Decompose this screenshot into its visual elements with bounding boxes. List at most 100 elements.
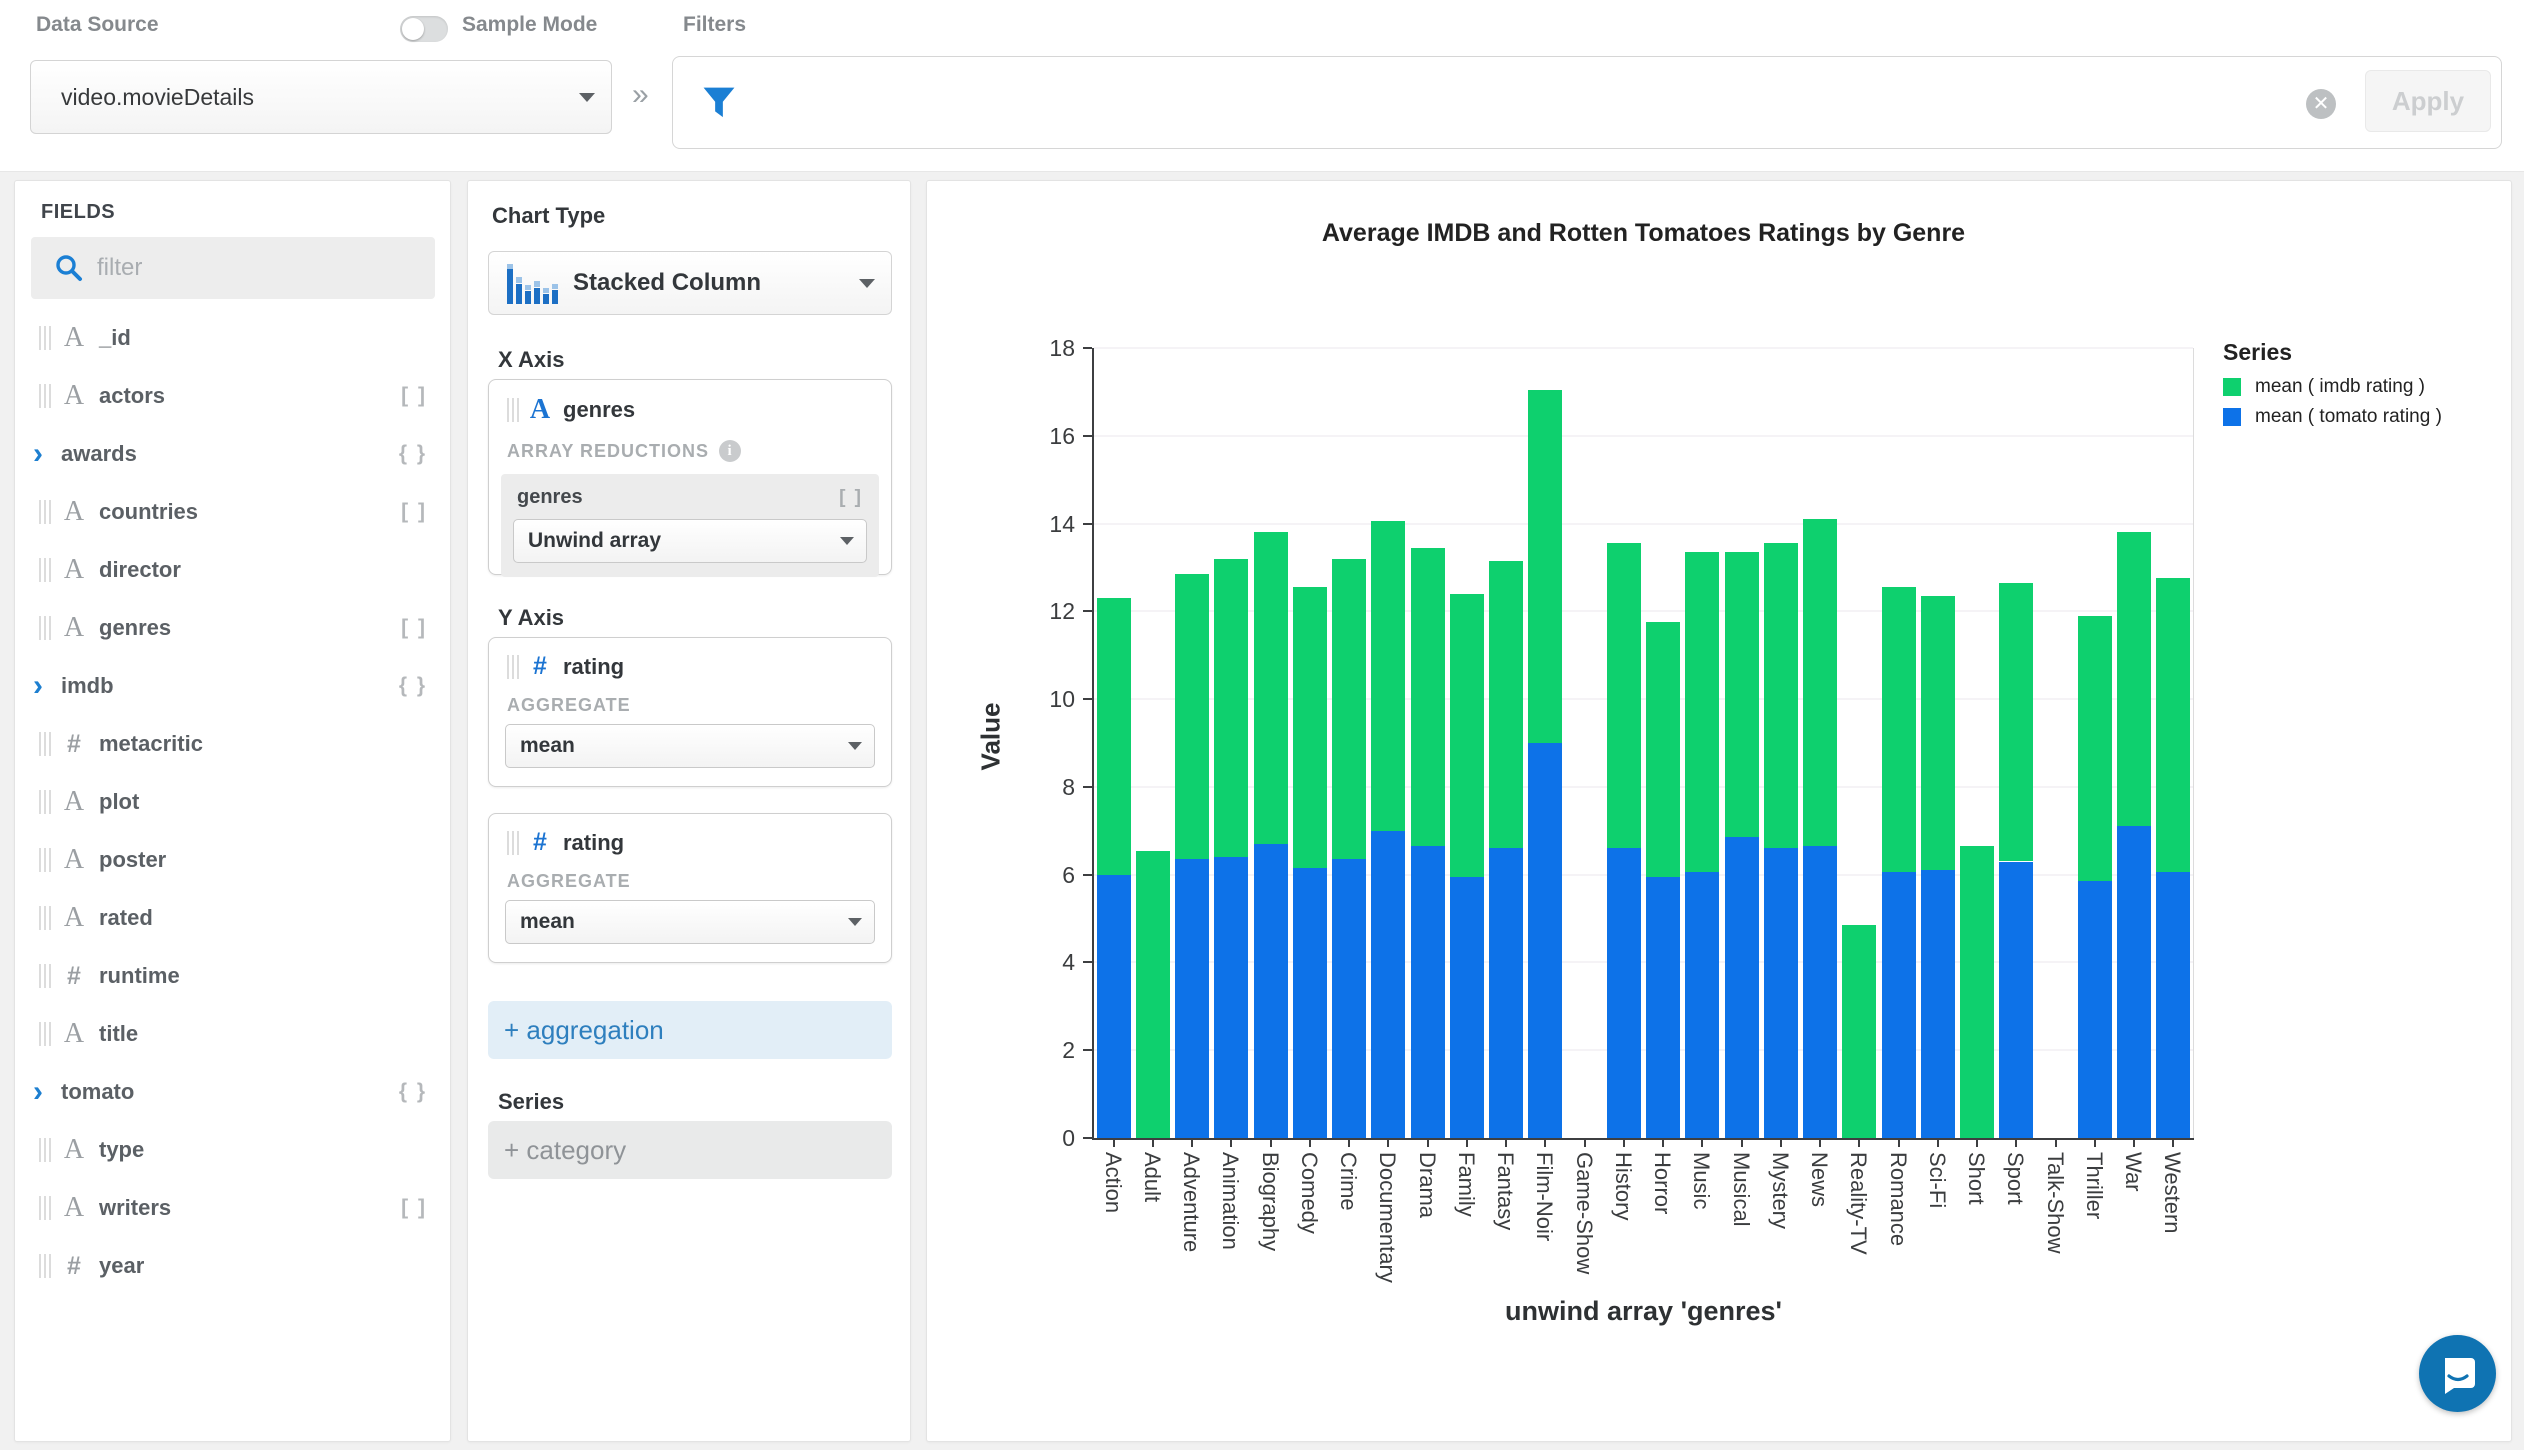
field-type-badge: { } (399, 442, 427, 466)
chart-panel: Average IMDB and Rotten Tomatoes Ratings… (926, 180, 2512, 1442)
drag-handle-icon[interactable] (507, 655, 519, 679)
drag-handle-icon (39, 558, 51, 582)
bar-segment-imdb (1882, 587, 1916, 872)
expand-chevron-icon[interactable]: › (33, 442, 57, 466)
x-axis-card[interactable]: A genres ARRAY REDUCTIONS i genres [ ] U… (488, 379, 892, 575)
chart-builder-app: Data Source Sample Mode video.movieDetai… (0, 0, 2524, 1450)
add-category-button[interactable]: + category (488, 1121, 892, 1179)
field-item-runtime[interactable]: #runtime (31, 947, 437, 1005)
number-type-icon: # (57, 962, 91, 991)
x-category-label: Adventure (1178, 1152, 1204, 1252)
series-label: Series (498, 1089, 564, 1115)
aggregate-value-2: mean (520, 910, 575, 934)
field-item-rated[interactable]: Arated (31, 889, 437, 947)
bar-segment-tomato (1725, 837, 1759, 1138)
field-item-metacritic[interactable]: #metacritic (31, 715, 437, 773)
x-axis-line (1092, 1138, 2194, 1140)
field-item-poster[interactable]: Aposter (31, 831, 437, 889)
x-category-label: War (2120, 1152, 2146, 1192)
field-item-title[interactable]: Atitle (31, 1005, 437, 1063)
drag-handle-icon (39, 906, 51, 930)
x-category-label: Game-Show (1571, 1152, 1597, 1274)
data-source-select[interactable]: video.movieDetails (30, 60, 612, 134)
info-icon[interactable]: i (719, 440, 741, 462)
aggregate-select-1[interactable]: mean (505, 724, 875, 768)
x-category-label: Musical (1728, 1152, 1754, 1227)
bar-segment-tomato (1685, 872, 1719, 1138)
y-axis-title: Value (975, 703, 1006, 771)
string-type-icon: A (57, 322, 91, 354)
y-tick (1083, 961, 1092, 963)
x-category-label: Reality-TV (1845, 1152, 1871, 1255)
string-type-icon: A (57, 1018, 91, 1050)
x-axis-field: genres (563, 397, 635, 423)
field-item-director[interactable]: Adirector (31, 541, 437, 599)
bar-segment-imdb (1489, 561, 1523, 848)
drag-handle-icon[interactable] (507, 398, 519, 422)
y-axis-card-2[interactable]: # rating AGGREGATE mean (488, 813, 892, 963)
chevron-down-icon (579, 93, 595, 102)
drag-handle-icon (39, 848, 51, 872)
y-tick-label: 8 (1025, 774, 1075, 801)
x-category-label: Comedy (1296, 1152, 1322, 1234)
bar-segment-tomato (1175, 859, 1209, 1138)
y-axis-card-1[interactable]: # rating AGGREGATE mean (488, 637, 892, 787)
bar-segment-imdb (2078, 616, 2112, 882)
y-tick (1083, 347, 1092, 349)
field-item-type[interactable]: Atype (31, 1121, 437, 1179)
drag-handle-icon (39, 616, 51, 640)
y-tick (1083, 435, 1092, 437)
bar-segment-tomato (1489, 848, 1523, 1138)
reduction-field: genres (517, 486, 583, 509)
field-search-input[interactable] (97, 254, 417, 282)
field-type-badge: [ ] (401, 500, 427, 524)
filter-input[interactable] (743, 65, 2303, 139)
clear-filter-icon[interactable]: ✕ (2306, 89, 2336, 119)
field-item-awards[interactable]: ›awards{ } (31, 425, 437, 483)
filters-label: Filters (683, 13, 746, 37)
number-type-icon: # (57, 1252, 91, 1281)
field-item-plot[interactable]: Aplot (31, 773, 437, 831)
drag-handle-icon[interactable] (507, 831, 519, 855)
y-axis-label: Y Axis (498, 605, 564, 631)
apply-button[interactable]: Apply (2365, 70, 2491, 132)
expand-chevron-icon[interactable]: › (33, 674, 57, 698)
field-item-genres[interactable]: Agenres[ ] (31, 599, 437, 657)
bar-segment-imdb (1646, 622, 1680, 877)
legend-title: Series (2223, 339, 2442, 366)
x-category-label: Short (1963, 1152, 1989, 1205)
expand-chevron-icon[interactable]: › (33, 1080, 57, 1104)
y-axis-line (1092, 348, 1094, 1140)
bar-segment-tomato (1097, 875, 1131, 1138)
encoding-panel: Chart Type Stacked Column X Axis A genre… (467, 180, 911, 1442)
y-tick (1083, 874, 1092, 876)
bar-segment-imdb (1607, 543, 1641, 848)
x-category-label: Film-Noir (1531, 1152, 1557, 1241)
add-aggregation-button[interactable]: + aggregation (488, 1001, 892, 1059)
y-axis-field-2: rating (563, 830, 624, 856)
chat-launcher-button[interactable] (2419, 1335, 2496, 1412)
y-tick-label: 6 (1025, 862, 1075, 889)
number-type-icon: # (523, 828, 557, 857)
field-item-_id[interactable]: A_id (31, 309, 437, 367)
bar-segment-tomato (1999, 862, 2033, 1139)
filter-bar: ✕ Apply (672, 56, 2502, 149)
chart-type-select[interactable]: Stacked Column (488, 251, 892, 315)
field-item-countries[interactable]: Acountries[ ] (31, 483, 437, 541)
field-item-imdb[interactable]: ›imdb{ } (31, 657, 437, 715)
reduction-select[interactable]: Unwind array (513, 519, 867, 563)
aggregate-select-2[interactable]: mean (505, 900, 875, 944)
field-item-actors[interactable]: Aactors[ ] (31, 367, 437, 425)
sample-mode-toggle[interactable] (400, 16, 448, 42)
field-type-badge: [ ] (401, 616, 427, 640)
array-badge: [ ] (839, 487, 863, 509)
legend-swatch-icon (2223, 378, 2241, 396)
field-item-tomato[interactable]: ›tomato{ } (31, 1063, 437, 1121)
x-category-label: Biography (1257, 1152, 1283, 1251)
field-item-writers[interactable]: Awriters[ ] (31, 1179, 437, 1237)
x-category-label: Music (1688, 1152, 1714, 1209)
bar-segment-imdb (1685, 552, 1719, 872)
plot-right-border (2193, 348, 2194, 1138)
field-item-year[interactable]: #year (31, 1237, 437, 1295)
y-tick-label: 14 (1025, 511, 1075, 538)
